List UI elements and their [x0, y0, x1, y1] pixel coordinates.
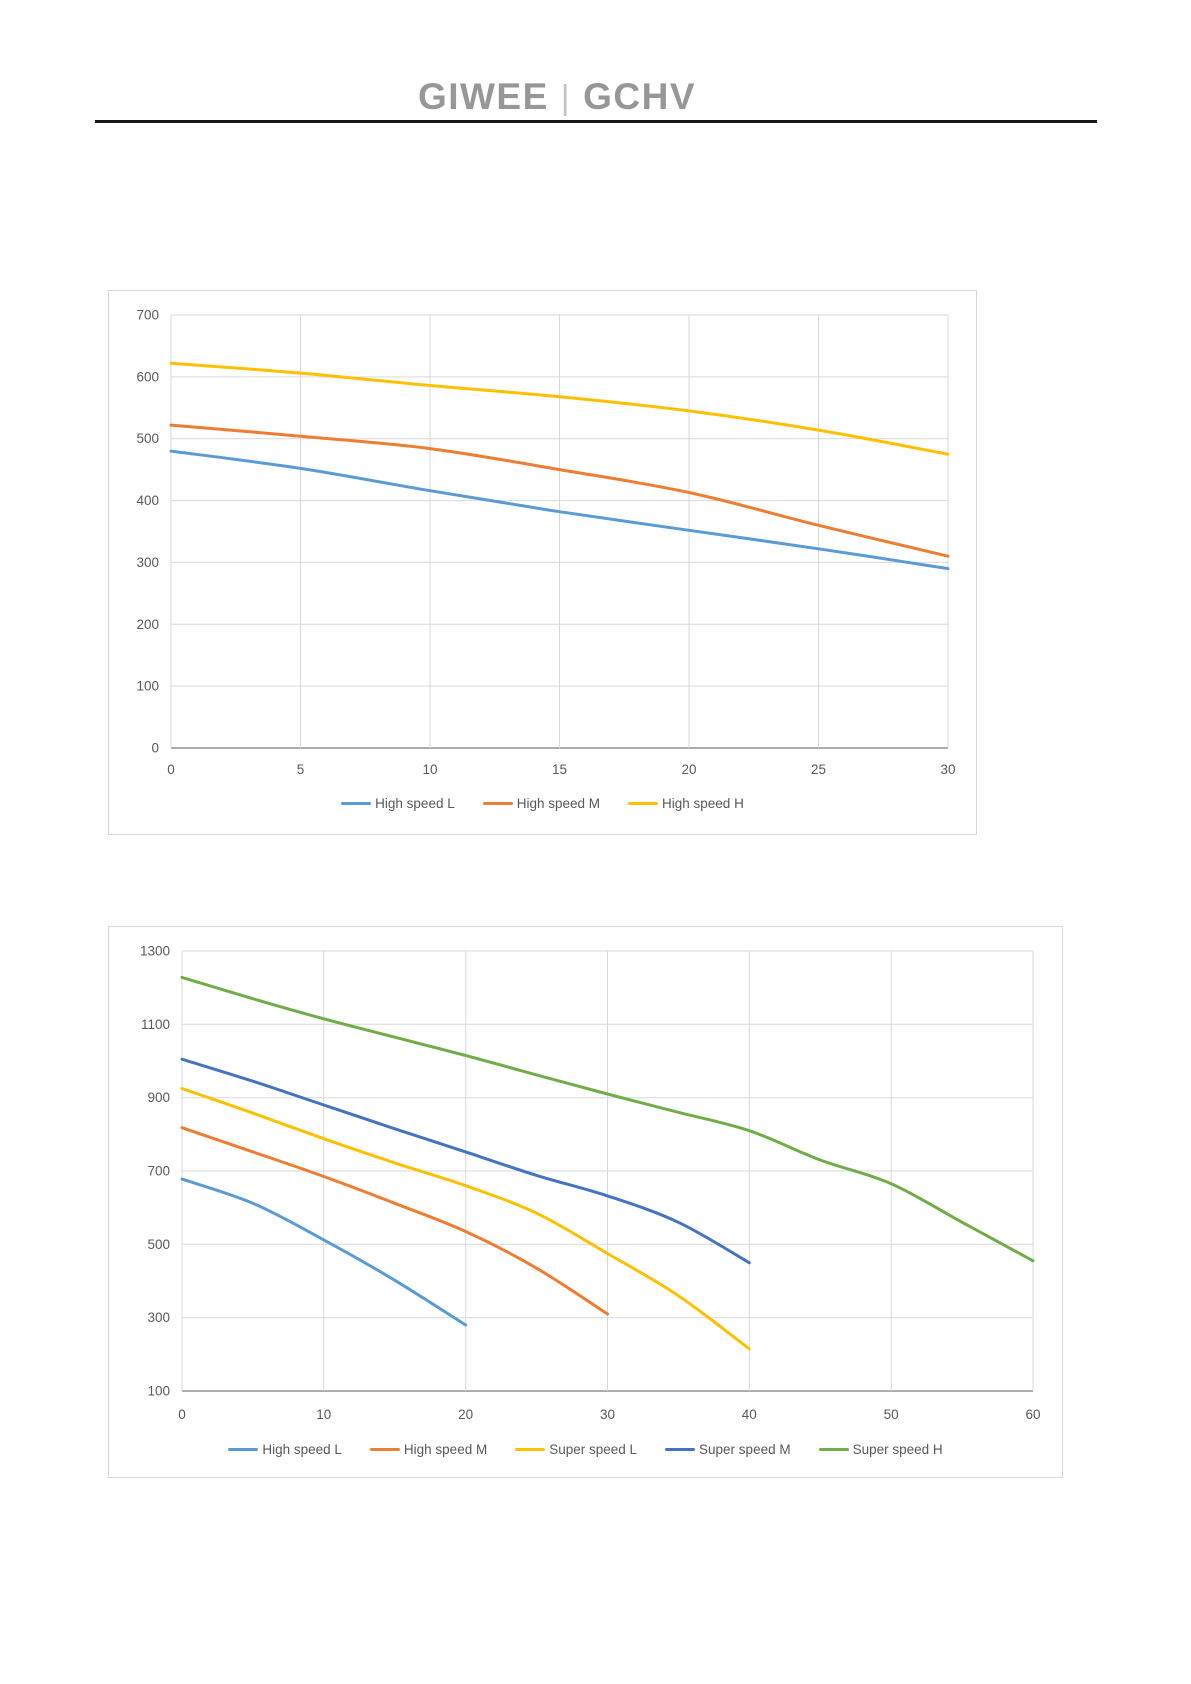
y-tick-label: 1300	[140, 944, 170, 959]
y-tick-label: 300	[147, 1310, 170, 1325]
high-speed-chart-canvas: 0 100 200 300 400 500 600 700 0 5 10 15 20 25 30	[136, 308, 955, 778]
legend-label: Super speed L	[549, 1442, 638, 1457]
brand-logo: GIWEE | GCHV	[0, 76, 1114, 118]
brand-logo-right: GCHV	[583, 76, 697, 117]
legend-line-swatch	[818, 1447, 849, 1452]
super-speed-chart-panel: 100 300 500 700 900 1100 1300 0 10 20 30 40 50 60 Hig…	[108, 926, 1063, 1478]
brand-logo-left: GIWEE	[417, 76, 549, 117]
y-tick-label: 500	[136, 431, 159, 446]
legend-label: High speed M	[516, 796, 601, 811]
high-speed-chart-legend: High speed L High speed M High speed H	[109, 796, 976, 811]
legend-label: High speed H	[662, 796, 744, 811]
legend-item-high-speed-m: High speed M	[369, 1442, 488, 1457]
x-tick-label: 0	[167, 762, 175, 777]
series-line-super-speed-h	[180, 975, 1035, 1263]
x-tick-label: 30	[600, 1407, 615, 1422]
legend-label: High speed L	[262, 1442, 342, 1457]
legend-item-super-speed-m: Super speed M	[665, 1442, 791, 1457]
x-tick-label: 10	[422, 762, 437, 777]
y-tick-label: 900	[147, 1090, 170, 1105]
x-tick-label: 0	[178, 1407, 186, 1422]
y-tick-label: 700	[147, 1164, 170, 1179]
x-tick-label: 30	[940, 762, 955, 777]
brand-logo-separator: |	[560, 79, 572, 117]
series-line-high-speed-m	[180, 1126, 609, 1316]
x-tick-label: 40	[742, 1407, 757, 1422]
super-speed-chart-canvas: 100 300 500 700 900 1100 1300 0 10 20 30 40 50 60	[140, 944, 1041, 1423]
series-line-high-speed-m	[169, 423, 950, 558]
x-tick-label: 20	[458, 1407, 473, 1422]
x-tick-label: 5	[297, 762, 305, 777]
legend-label: Super speed H	[852, 1442, 943, 1457]
legend-line-swatch	[369, 1447, 400, 1452]
y-tick-label: 700	[136, 308, 159, 323]
legend-line-swatch	[515, 1447, 546, 1452]
x-tick-label: 15	[552, 762, 567, 777]
legend-label: High speed L	[375, 796, 455, 811]
series-line-high-speed-l	[169, 449, 950, 571]
y-tick-label: 100	[136, 679, 159, 694]
series-line-high-speed-l	[180, 1177, 468, 1327]
legend-line-swatch	[228, 1447, 259, 1452]
legend-item-super-speed-l: Super speed L	[515, 1442, 637, 1457]
gridlines	[181, 950, 1034, 1392]
axis-tick-labels: 0 100 200 300 400 500 600 700 0 5 10 15 20 25 30	[136, 308, 955, 778]
legend-line-swatch	[482, 801, 513, 806]
x-tick-label: 20	[681, 762, 696, 777]
legend-item-high-speed-l: High speed L	[341, 796, 455, 811]
y-tick-label: 400	[136, 493, 159, 508]
legend-line-swatch	[628, 801, 659, 806]
high-speed-chart-panel: 0 100 200 300 400 500 600 700 0 5 10 15 20 25 30 High …	[108, 290, 977, 835]
series-line-super-speed-l	[180, 1087, 751, 1351]
legend-label: High speed M	[403, 1442, 488, 1457]
y-tick-label: 200	[136, 617, 159, 632]
y-tick-label: 300	[136, 555, 159, 570]
super-speed-chart-legend: High speed L High speed M Super speed L Sup…	[109, 1442, 1062, 1457]
legend-line-swatch	[341, 801, 372, 806]
legend-item-high-speed-h: High speed H	[628, 796, 744, 811]
legend-item-super-speed-h: Super speed H	[818, 1442, 943, 1457]
header-divider	[95, 120, 1097, 123]
legend-label: Super speed M	[699, 1442, 791, 1457]
x-tick-label: 60	[1025, 1407, 1040, 1422]
y-tick-label: 0	[151, 741, 159, 756]
x-tick-label: 10	[316, 1407, 331, 1422]
gridlines	[170, 314, 949, 749]
legend-item-high-speed-l: High speed L	[228, 1442, 342, 1457]
legend-line-swatch	[665, 1447, 696, 1452]
y-tick-label: 1100	[141, 1017, 170, 1032]
legend-item-high-speed-m: High speed M	[482, 796, 601, 811]
x-tick-label: 50	[884, 1407, 899, 1422]
y-tick-label: 600	[136, 369, 159, 384]
series-line-super-speed-m	[180, 1057, 751, 1265]
axis-tick-labels: 100 300 500 700 900 1100 1300 0 10 20 30 40 50 60	[140, 944, 1041, 1423]
y-tick-label: 500	[147, 1237, 170, 1252]
y-tick-label: 100	[147, 1384, 170, 1399]
series-line-high-speed-h	[169, 361, 950, 456]
x-tick-label: 25	[811, 762, 826, 777]
